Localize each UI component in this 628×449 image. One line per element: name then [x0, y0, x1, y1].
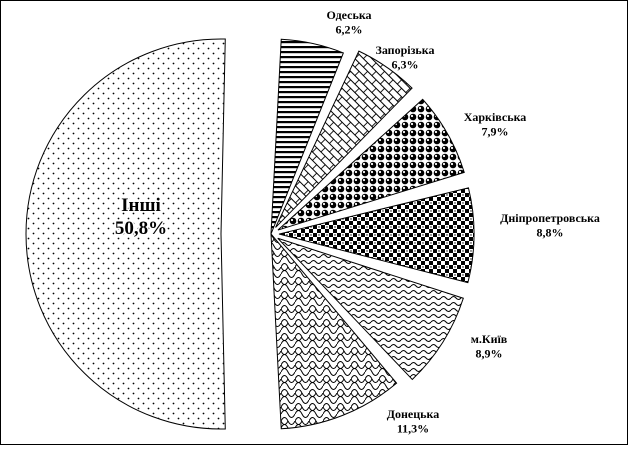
slice-percent: 8,9% [476, 346, 503, 360]
slice-label-0: Інші 50,8% [115, 195, 167, 239]
slice-name: м.Київ [471, 332, 508, 346]
slice-percent: 50,8% [115, 218, 167, 239]
slice-name: Харківська [464, 110, 527, 124]
slice-percent: 6,2% [336, 22, 363, 36]
slice-percent: 6,3% [392, 57, 419, 71]
pie-slice-4 [278, 187, 475, 284]
pie-slice-0 [25, 38, 226, 430]
slice-label-1: Одеська 6,2% [326, 8, 371, 36]
slice-label-4: Дніпропетровська 8,8% [500, 211, 600, 239]
pie-slice-2 [275, 50, 413, 228]
pie-slice-6 [270, 232, 398, 430]
slice-percent: 11,3% [397, 421, 429, 435]
pie-slice-3 [277, 98, 465, 231]
slice-label-2: Запорізька 6,3% [376, 43, 435, 71]
slice-name: Одеська [326, 8, 371, 22]
slice-name: Запорізька [376, 43, 435, 57]
pie-slice-1 [270, 38, 345, 235]
slice-percent: 8,8% [537, 225, 564, 239]
slice-label-5: м.Київ 8,9% [471, 332, 508, 360]
slice-name: Інші [121, 195, 161, 216]
slice-name: Донецька [387, 407, 440, 421]
slice-label-6: Донецька 11,3% [387, 407, 440, 435]
slice-label-3: Харківська 7,9% [464, 110, 527, 138]
pie-slice-5 [277, 237, 464, 381]
slice-name: Дніпропетровська [500, 211, 600, 225]
slice-percent: 7,9% [482, 124, 509, 138]
